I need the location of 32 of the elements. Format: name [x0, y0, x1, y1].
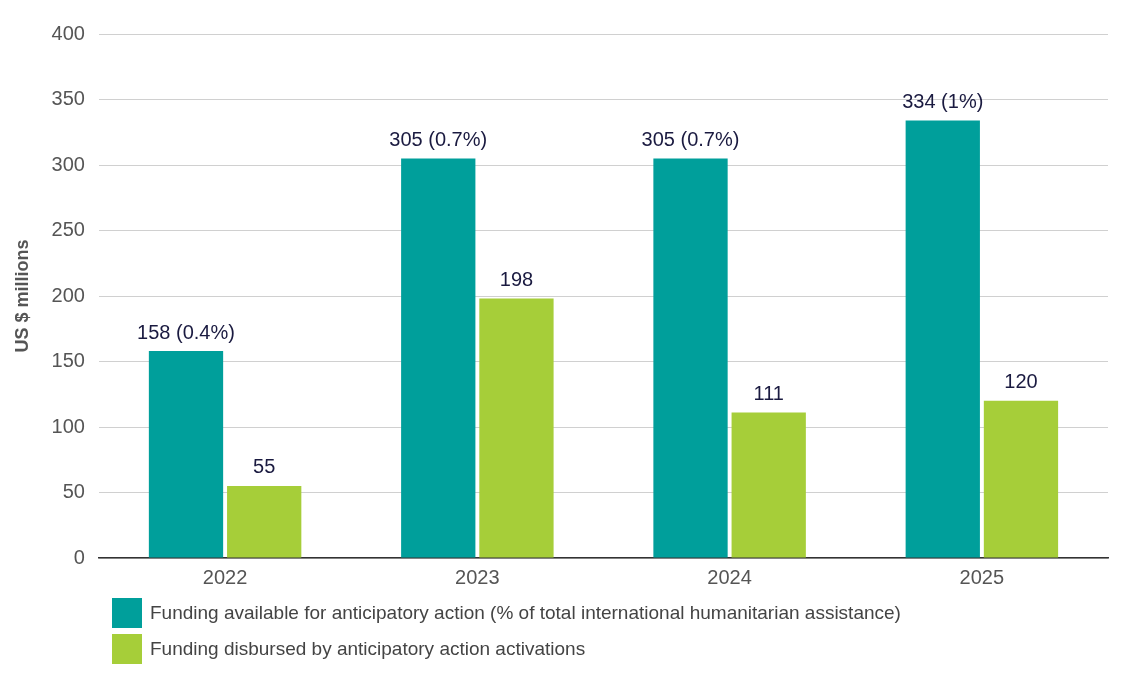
bar	[731, 412, 806, 558]
bar	[479, 298, 554, 558]
legend-label: Funding available for anticipatory action (% of total international humanitarian assistance)	[150, 602, 901, 624]
bar	[401, 158, 476, 558]
data-label: 198	[499, 268, 534, 291]
bar	[148, 351, 224, 558]
y-tick-label: 250	[51, 218, 85, 241]
y-tick-label: 50	[62, 480, 85, 503]
y-tick-label: 100	[51, 414, 85, 437]
data-label: 111	[753, 382, 784, 405]
bar	[983, 400, 1059, 558]
y-tick-label: 150	[51, 349, 85, 372]
data-label: 334 (1%)	[902, 89, 984, 112]
data-label: 120	[1004, 370, 1038, 393]
data-label: 55	[253, 455, 276, 478]
y-tick-label: 350	[51, 87, 85, 110]
x-tick-label: 2025	[959, 565, 1005, 588]
y-axis-title: US $ millions	[11, 239, 32, 353]
x-tick-label: 2022	[202, 565, 248, 588]
data-label: 305 (0.7%)	[641, 127, 740, 150]
data-label: 158 (0.4%)	[137, 320, 235, 343]
y-tick-label: 400	[51, 21, 85, 44]
x-tick-label: 2024	[707, 565, 752, 588]
y-tick-label: 200	[51, 283, 85, 306]
legend-label: Funding disbursed by anticipatory action activations	[150, 638, 586, 660]
bar	[227, 485, 302, 558]
y-tick-label: 0	[73, 545, 85, 568]
bar	[653, 158, 728, 558]
bar	[905, 120, 980, 558]
x-tick-label: 2023	[455, 565, 500, 588]
y-tick-label: 300	[51, 152, 85, 175]
data-label: 305 (0.7%)	[389, 127, 488, 150]
